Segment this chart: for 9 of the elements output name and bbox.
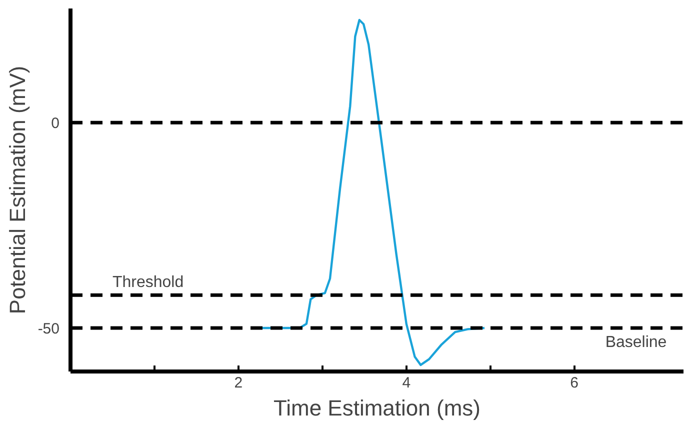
x-tick-label: 4 [402,374,411,392]
x-tick-label: 6 [570,374,579,392]
y-axis-title: Potential Estimation (mV) [4,66,30,314]
ref-line-label: Baseline [605,334,667,351]
y-tick-label: -50 [38,320,60,338]
x-axis-title: Time Estimation (ms) [274,396,480,420]
ref-line-label: Threshold [112,274,184,292]
x-tick-label: 2 [234,374,243,392]
y-tick-label: 0 [51,115,60,132]
